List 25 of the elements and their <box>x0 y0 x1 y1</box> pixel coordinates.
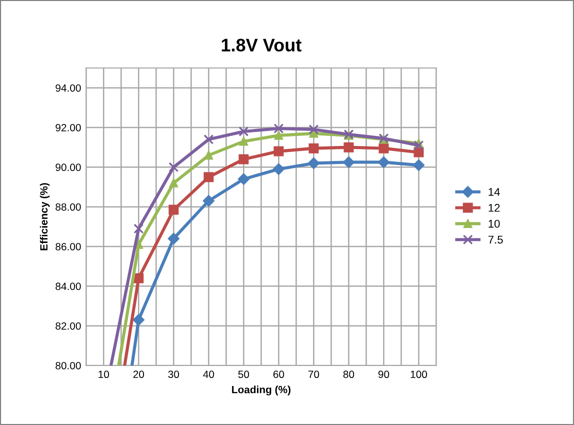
x-tick-label: 40 <box>203 370 214 378</box>
legend-label: 7.5 <box>488 236 503 244</box>
y-tick-label: 92.00 <box>56 124 81 132</box>
y-tick-label: 84.00 <box>56 282 81 290</box>
y-axis-title: Efficiency (%) <box>40 183 50 250</box>
y-tick-label: 82.00 <box>56 322 81 330</box>
x-tick-label: 70 <box>308 370 320 378</box>
legend-label: 10 <box>488 220 500 228</box>
x-tick-label: 100 <box>410 370 428 378</box>
y-tick-label: 94.00 <box>56 84 81 92</box>
x-tick-label: 20 <box>133 370 144 378</box>
legend-label: 14 <box>488 188 500 196</box>
x-tick-label: 90 <box>378 370 390 378</box>
legend-label: 12 <box>488 204 500 212</box>
chart-title: 1.8V Vout <box>222 38 302 52</box>
x-tick-label: 10 <box>98 370 109 378</box>
x-axis-title: Loading (%) <box>232 386 290 396</box>
y-tick-label: 80.00 <box>56 362 81 370</box>
y-tick-label: 86.00 <box>56 243 81 250</box>
y-tick-label: 88.00 <box>56 203 81 211</box>
y-tick-label: 90.00 <box>56 164 81 172</box>
x-tick-label: 60 <box>273 370 284 378</box>
x-tick-label: 30 <box>168 370 180 378</box>
x-tick-label: 50 <box>238 370 250 378</box>
x-tick-label: 80 <box>343 370 354 378</box>
